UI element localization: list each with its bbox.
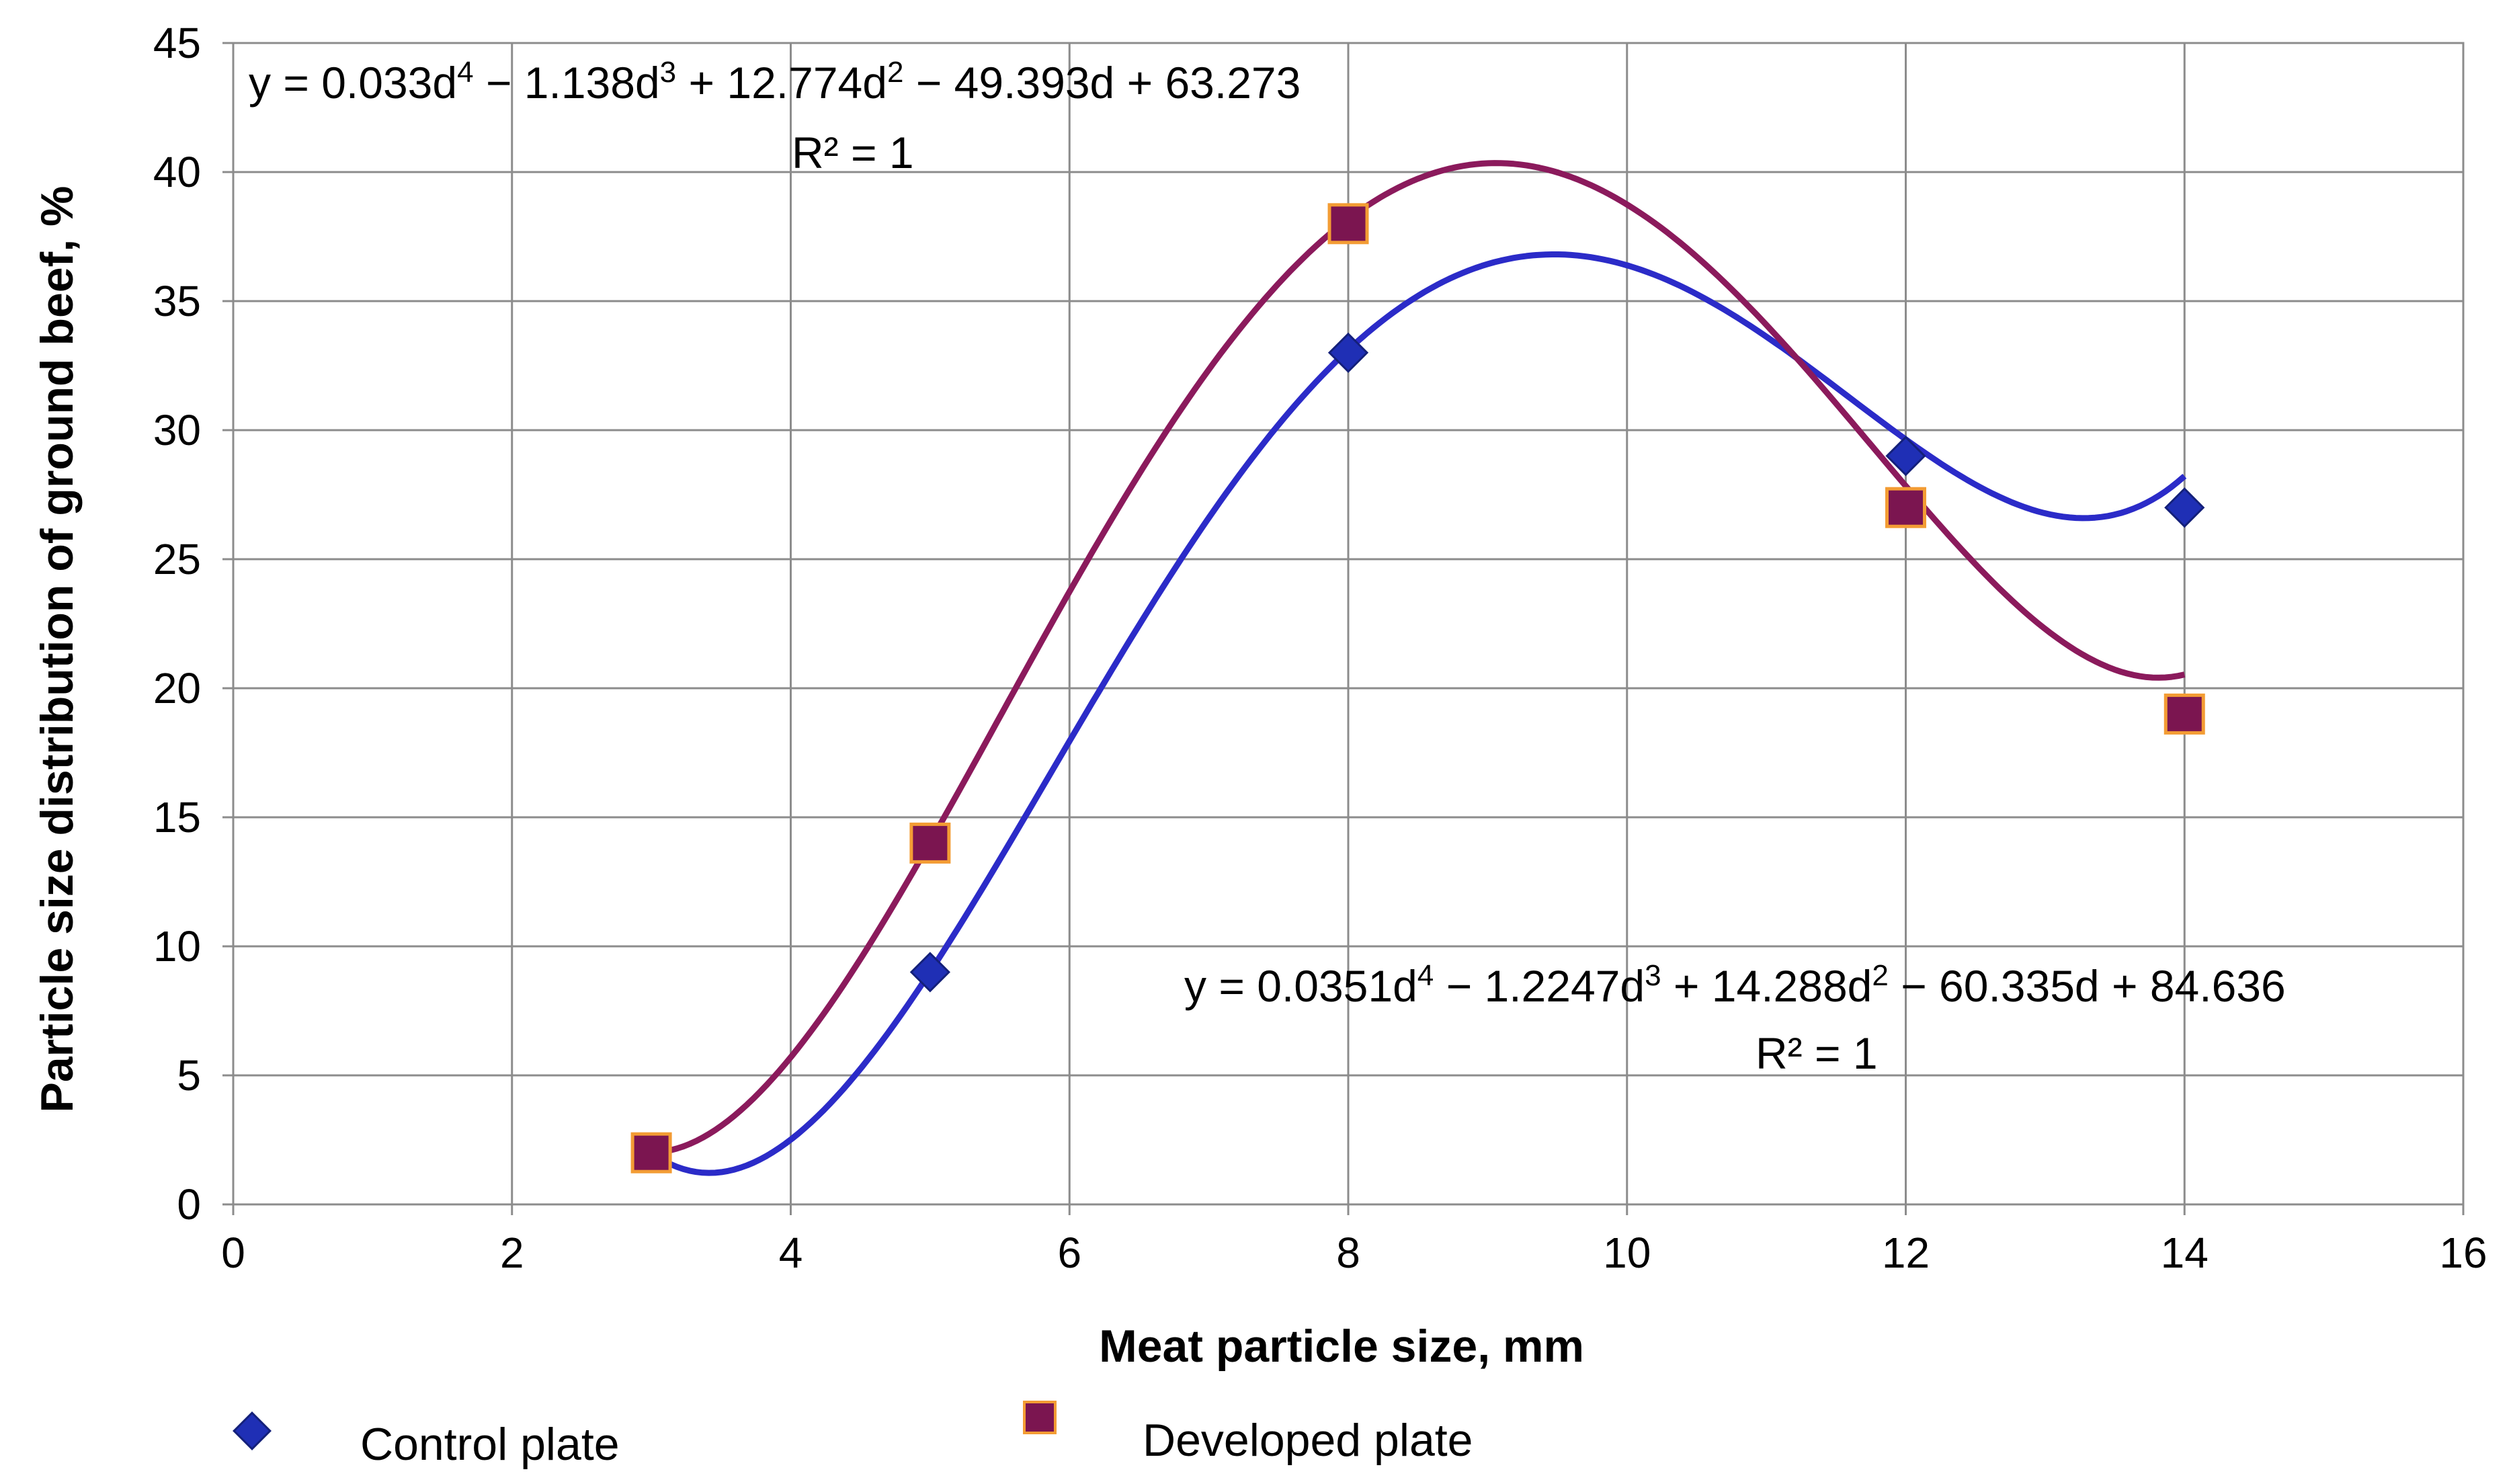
- legend-marker-developed: [1023, 1401, 1057, 1434]
- legend-marker-control: [233, 1411, 272, 1450]
- developed-point: [2164, 693, 2205, 735]
- legend-item-control[interactable]: Control plate: [233, 1411, 620, 1470]
- developed-equation: y = 0.033d4 − 1.138d3 + 12.774d2 − 49.39…: [249, 56, 1301, 108]
- trend-curves: [649, 160, 2187, 1176]
- data-points: [630, 203, 2205, 1173]
- control-equation: y = 0.0351d4 − 1.2247d3 + 14.288d2 − 60.…: [1184, 959, 2286, 1011]
- legend-label-developed: Developed plate: [1143, 1415, 1473, 1466]
- x-tick-label: 10: [1603, 1229, 1651, 1277]
- x-tick-label: 12: [1882, 1229, 1930, 1277]
- x-tick-label: 14: [2161, 1229, 2209, 1277]
- legend: Control plate Developed plate: [233, 1401, 1473, 1470]
- control-point: [909, 952, 950, 993]
- y-tick-label: 45: [153, 19, 201, 67]
- developed-point: [909, 822, 951, 864]
- legend-item-developed[interactable]: Developed plate: [1023, 1401, 1473, 1466]
- control-r2: R² = 1: [1756, 1028, 1878, 1078]
- control-point: [2164, 487, 2205, 528]
- developed-point: [1885, 487, 1926, 528]
- control-point: [1327, 332, 1369, 373]
- y-tick-label: 25: [153, 535, 201, 583]
- developed-point: [1327, 203, 1369, 245]
- developed-trendline: [651, 160, 2186, 1156]
- tick-labels: 0 2 4 6 8 10 12 14 16 0 5 10 15 20 25 30 35 40 45: [153, 19, 2487, 1277]
- y-tick-label: 35: [153, 277, 201, 325]
- y-tick-label: 30: [153, 406, 201, 454]
- x-tick-label: 2: [500, 1229, 524, 1277]
- y-axis-title: Particle size distribution of ground bee…: [32, 186, 83, 1112]
- x-tick-label: 16: [2439, 1229, 2487, 1277]
- developed-point: [630, 1132, 672, 1173]
- x-tick-label: 6: [1057, 1229, 1081, 1277]
- control-trendline: [649, 251, 2187, 1176]
- y-tick-label: 5: [177, 1051, 201, 1100]
- x-tick-label: 4: [779, 1229, 803, 1277]
- y-tick-label: 15: [153, 793, 201, 841]
- x-tick-label: 8: [1336, 1229, 1360, 1277]
- legend-label-control: Control plate: [360, 1419, 620, 1470]
- y-tick-label: 20: [153, 664, 201, 712]
- control-point: [1885, 436, 1926, 477]
- y-tick-label: 0: [177, 1180, 201, 1229]
- grid: [222, 42, 2465, 1215]
- x-tick-label: 0: [221, 1229, 245, 1277]
- y-tick-label: 40: [153, 148, 201, 196]
- developed-r2: R² = 1: [792, 128, 914, 177]
- x-axis-title: Meat particle size, mm: [1099, 1321, 1584, 1372]
- y-tick-label: 10: [153, 922, 201, 971]
